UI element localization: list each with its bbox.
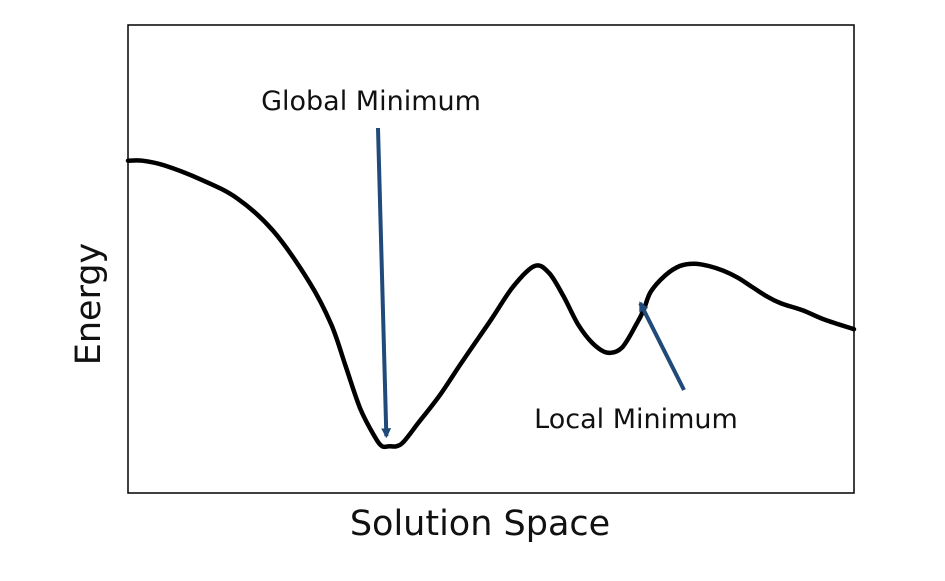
global-minimum-label: Global Minimum bbox=[261, 86, 481, 117]
plot-frame bbox=[127, 24, 855, 494]
y-axis-label: Energy bbox=[69, 243, 109, 366]
local-minimum-arrow bbox=[638, 301, 686, 391]
energy-curve bbox=[125, 158, 857, 450]
local-minimum-label: Local Minimum bbox=[534, 404, 738, 435]
global-minimum-arrow bbox=[376, 127, 392, 439]
x-axis-label: Solution Space bbox=[350, 504, 610, 544]
